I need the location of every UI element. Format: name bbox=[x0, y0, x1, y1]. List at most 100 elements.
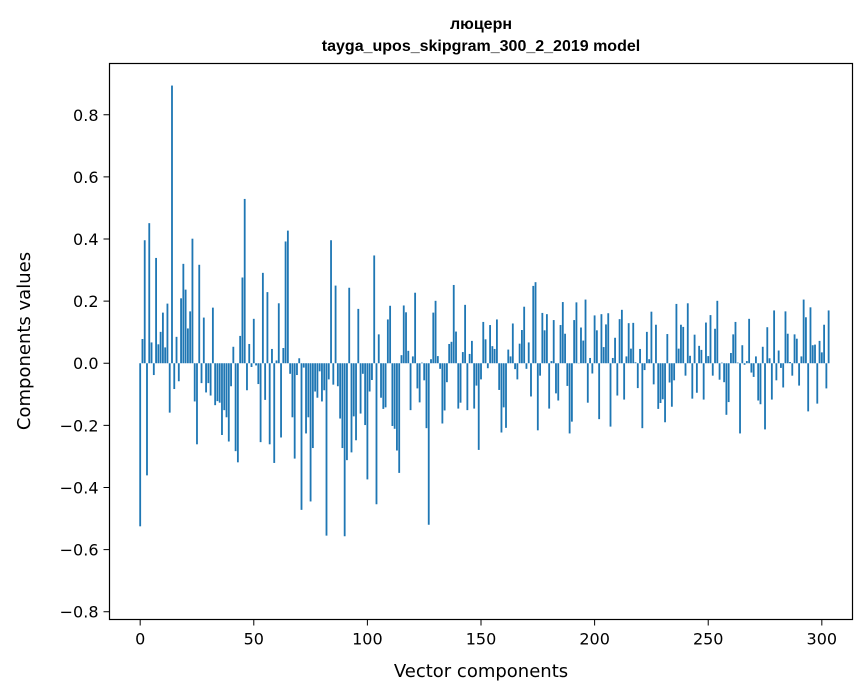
bar-18 bbox=[180, 298, 182, 364]
bar-146 bbox=[471, 340, 473, 364]
bar-183 bbox=[555, 363, 557, 394]
bar-239 bbox=[682, 326, 685, 364]
bar-262 bbox=[734, 321, 737, 364]
bar-19 bbox=[182, 263, 185, 364]
bar-143 bbox=[464, 304, 467, 364]
bar-202 bbox=[598, 363, 601, 420]
bar-295 bbox=[809, 307, 812, 364]
bar-96 bbox=[357, 308, 360, 364]
bar-58 bbox=[271, 348, 273, 364]
y-tick-label-5: 0.2 bbox=[73, 292, 98, 311]
bar-240 bbox=[684, 363, 687, 376]
bar-245 bbox=[695, 363, 698, 393]
bar-11 bbox=[164, 347, 167, 364]
bar-232 bbox=[666, 334, 669, 364]
bar-56 bbox=[266, 292, 269, 364]
bars-group bbox=[139, 85, 830, 537]
bar-27 bbox=[200, 363, 203, 384]
bar-243 bbox=[691, 363, 694, 399]
bar-275 bbox=[764, 363, 766, 430]
bar-86 bbox=[334, 285, 337, 364]
plot-frame bbox=[108, 62, 854, 621]
bar-184 bbox=[557, 363, 560, 401]
bar-30 bbox=[207, 363, 210, 384]
bar-33 bbox=[214, 363, 217, 406]
bar-140 bbox=[457, 363, 460, 409]
bar-294 bbox=[807, 363, 810, 412]
bar-114 bbox=[398, 363, 401, 473]
bar-107 bbox=[382, 363, 385, 409]
bar-283 bbox=[782, 363, 785, 388]
bar-231 bbox=[664, 363, 666, 423]
bar-138 bbox=[452, 284, 455, 364]
bar-141 bbox=[459, 363, 462, 403]
bar-142 bbox=[461, 352, 464, 364]
bar-195 bbox=[582, 340, 585, 364]
bar-175 bbox=[536, 363, 539, 431]
bar-194 bbox=[580, 327, 582, 364]
bar-182 bbox=[552, 320, 555, 364]
bar-253 bbox=[714, 328, 716, 364]
bar-276 bbox=[766, 327, 769, 364]
bar-29 bbox=[205, 363, 207, 393]
bar-159 bbox=[500, 363, 503, 433]
bar-286 bbox=[789, 362, 791, 364]
x-tick-label-2: 100 bbox=[352, 630, 383, 649]
bar-186 bbox=[561, 302, 564, 364]
bar-64 bbox=[284, 241, 287, 364]
bar-221 bbox=[641, 363, 644, 429]
bar-71 bbox=[300, 363, 303, 510]
bar-3 bbox=[146, 363, 148, 476]
bar-39 bbox=[227, 363, 230, 442]
bar-219 bbox=[636, 363, 639, 389]
bar-99 bbox=[364, 363, 367, 426]
bar-87 bbox=[336, 363, 339, 387]
y-tick-label-8: 0.8 bbox=[73, 106, 98, 125]
bar-271 bbox=[755, 356, 757, 364]
bar-301 bbox=[823, 324, 826, 364]
bar-216 bbox=[630, 348, 632, 364]
bar-102 bbox=[371, 363, 373, 381]
bar-285 bbox=[786, 333, 789, 364]
bar-133 bbox=[441, 363, 444, 424]
bar-180 bbox=[548, 363, 551, 409]
bar-249 bbox=[705, 322, 707, 364]
bar-42 bbox=[234, 363, 237, 452]
y-tick-label-0: −0.8 bbox=[60, 603, 99, 622]
bar-53 bbox=[259, 363, 262, 443]
bar-168 bbox=[520, 330, 523, 364]
bar-94 bbox=[352, 363, 355, 417]
chart-title: люцерн bbox=[450, 16, 512, 33]
bar-120 bbox=[411, 356, 414, 364]
bar-192 bbox=[575, 302, 578, 364]
bar-72 bbox=[302, 363, 305, 368]
bar-299 bbox=[818, 340, 821, 364]
bar-302 bbox=[825, 363, 828, 389]
bar-176 bbox=[539, 363, 541, 376]
bar-59 bbox=[273, 363, 276, 463]
bar-220 bbox=[639, 348, 641, 364]
bar-17 bbox=[177, 363, 180, 382]
bar-90 bbox=[343, 363, 346, 537]
bar-171 bbox=[527, 342, 530, 364]
bar-254 bbox=[716, 300, 719, 364]
bar-74 bbox=[307, 363, 310, 418]
bar-139 bbox=[455, 331, 457, 364]
bar-235 bbox=[673, 363, 676, 381]
bar-252 bbox=[711, 363, 714, 376]
bar-129 bbox=[432, 312, 435, 364]
bar-88 bbox=[339, 363, 342, 419]
bar-258 bbox=[725, 363, 728, 415]
bar-85 bbox=[332, 363, 335, 385]
bar-281 bbox=[777, 350, 780, 364]
bar-224 bbox=[648, 359, 651, 364]
bar-135 bbox=[446, 363, 448, 383]
bar-2 bbox=[143, 240, 146, 364]
bar-268 bbox=[748, 318, 751, 364]
bar-28 bbox=[202, 317, 205, 364]
chart-subtitle: tayga_upos_skipgram_300_2_2019 model bbox=[322, 38, 640, 55]
y-tick-label-1: −0.6 bbox=[60, 541, 99, 560]
bar-157 bbox=[496, 319, 498, 364]
